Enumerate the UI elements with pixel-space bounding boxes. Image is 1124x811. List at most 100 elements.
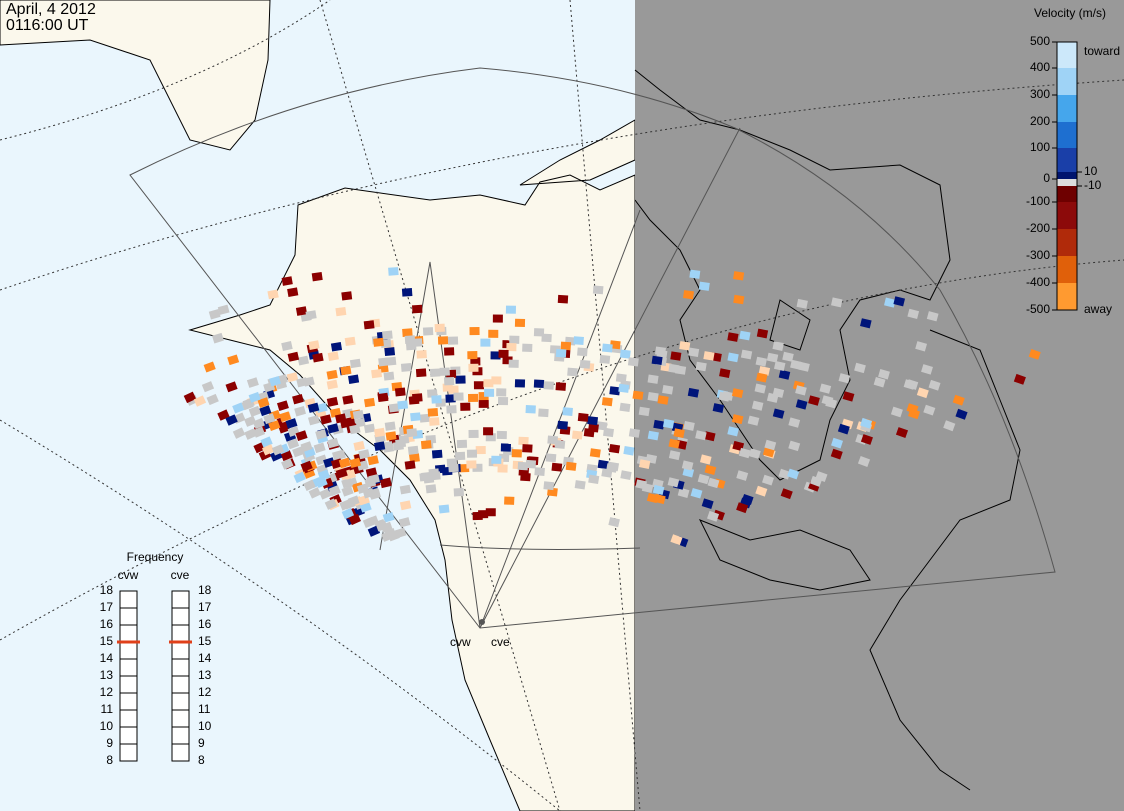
velocity-cell bbox=[697, 473, 710, 485]
velocity-cell bbox=[641, 483, 654, 494]
velocity-cell bbox=[478, 510, 489, 519]
velocity-cell bbox=[380, 521, 393, 533]
velocity-cell bbox=[208, 309, 221, 320]
velocity-cell bbox=[478, 399, 489, 408]
velocity-cell bbox=[411, 304, 423, 314]
velocity-cell bbox=[504, 496, 515, 505]
velocity-cell bbox=[392, 441, 404, 451]
velocity-cell bbox=[327, 423, 339, 434]
velocity-cell bbox=[460, 402, 471, 411]
velocity-cell bbox=[480, 338, 491, 347]
velocity-cell bbox=[293, 471, 306, 484]
velocity-cell bbox=[286, 372, 299, 383]
velocity-cell bbox=[380, 478, 392, 489]
velocity-cell bbox=[362, 487, 375, 499]
velocity-cell bbox=[557, 420, 568, 430]
velocity-cell bbox=[388, 403, 400, 413]
velocity-cell bbox=[511, 449, 522, 458]
velocity-cell bbox=[232, 402, 245, 414]
velocity-cell bbox=[401, 288, 413, 297]
velocity-cell bbox=[312, 352, 324, 363]
velocity-cell bbox=[303, 376, 315, 387]
velocity-cell bbox=[830, 448, 843, 460]
velocity-cell bbox=[778, 468, 791, 480]
frequency-label: 14 bbox=[100, 651, 114, 665]
velocity-cell bbox=[201, 381, 215, 393]
velocity-cell bbox=[915, 341, 928, 352]
velocity-cell bbox=[445, 394, 456, 403]
velocity-cell bbox=[384, 421, 396, 431]
velocity-cell bbox=[589, 448, 601, 458]
velocity-cell bbox=[703, 351, 715, 361]
velocity-cell bbox=[315, 476, 328, 489]
velocity-cell bbox=[574, 480, 586, 490]
velocity-cell bbox=[496, 388, 507, 397]
velocity-cell bbox=[764, 439, 777, 451]
velocity-cell bbox=[543, 481, 555, 491]
velocity-cell bbox=[292, 446, 305, 458]
colorbar-label: -400 bbox=[1026, 275, 1050, 289]
velocity-cell bbox=[751, 400, 764, 411]
velocity-cell bbox=[890, 406, 903, 418]
velocity-cell bbox=[571, 430, 583, 440]
velocity-cell bbox=[657, 395, 669, 405]
velocity-cell bbox=[467, 351, 478, 360]
velocity-cell bbox=[766, 352, 779, 363]
velocity-cell bbox=[348, 513, 362, 526]
velocity-cell bbox=[748, 448, 761, 459]
velocity-cell bbox=[819, 383, 832, 394]
velocity-cell bbox=[485, 433, 496, 442]
velocity-cell bbox=[766, 392, 779, 403]
velocity-cell bbox=[397, 400, 409, 410]
velocity-cell bbox=[248, 391, 261, 403]
velocity-cell bbox=[402, 328, 413, 337]
velocity-cell bbox=[468, 429, 479, 438]
velocity-cell bbox=[652, 484, 665, 496]
frequency-label: 8 bbox=[198, 753, 205, 767]
frequency-label: 14 bbox=[198, 651, 212, 665]
velocity-cell bbox=[497, 397, 509, 406]
velocity-cell bbox=[373, 337, 384, 347]
velocity-cell bbox=[787, 468, 800, 480]
velocity-cell bbox=[821, 395, 834, 406]
velocity-cell bbox=[300, 441, 313, 453]
velocity-cell bbox=[470, 357, 481, 366]
velocity-cell bbox=[718, 391, 730, 402]
velocity-cell bbox=[420, 440, 432, 450]
velocity-cell bbox=[654, 493, 666, 505]
velocity-cell bbox=[415, 368, 427, 378]
colorbar-label: 300 bbox=[1030, 87, 1050, 101]
velocity-cell bbox=[795, 385, 807, 396]
velocity-cell bbox=[597, 459, 609, 470]
velocity-cell bbox=[244, 415, 257, 427]
velocity-cell bbox=[367, 525, 381, 537]
velocity-cell bbox=[588, 474, 600, 485]
velocity-cell bbox=[305, 310, 317, 320]
colorbar-label: 500 bbox=[1030, 34, 1050, 48]
velocity-cell bbox=[555, 348, 567, 358]
velocity-cell bbox=[308, 415, 320, 426]
velocity-cell bbox=[342, 394, 354, 405]
velocity-cell bbox=[670, 534, 683, 546]
velocity-cell bbox=[381, 530, 394, 542]
velocity-cell bbox=[592, 285, 604, 295]
velocity-cell bbox=[679, 341, 691, 351]
coastline bbox=[634, 69, 1021, 791]
velocity-cell bbox=[673, 428, 685, 439]
velocity-cell bbox=[363, 397, 376, 408]
velocity-cell bbox=[599, 354, 611, 364]
velocity-cell bbox=[798, 361, 810, 372]
velocity-cell bbox=[317, 469, 330, 481]
velocity-cell bbox=[681, 460, 694, 471]
velocity-cell bbox=[252, 426, 266, 438]
velocity-cell bbox=[267, 289, 279, 300]
frequency-label: 8 bbox=[106, 753, 113, 767]
velocity-cell bbox=[790, 359, 802, 370]
velocity-cell bbox=[327, 437, 339, 449]
velocity-cell bbox=[431, 449, 443, 459]
velocity-cell bbox=[607, 461, 620, 472]
velocity-cell bbox=[352, 409, 364, 420]
